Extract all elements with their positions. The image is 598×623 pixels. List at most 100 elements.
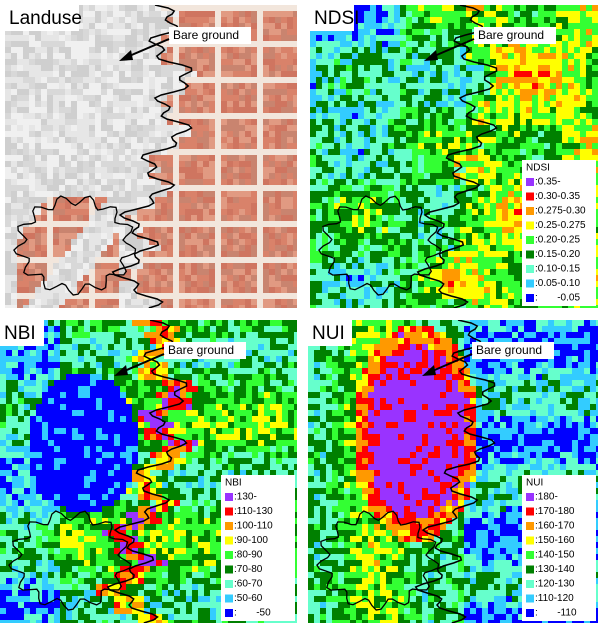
map-cell [221,269,227,275]
map-cell [287,293,293,299]
map-cell [5,203,11,209]
map-cell [41,89,47,95]
map-cell [35,245,41,251]
map-cell [179,47,185,53]
map-cell [550,65,556,71]
map-cell [562,149,568,155]
map-cell [197,299,203,305]
map-cell [490,287,496,293]
map-cell [328,185,334,191]
map-cell [155,269,161,275]
map-cell [221,119,227,125]
map-cell [131,65,137,71]
map-cell [269,77,275,83]
map-cell [340,89,346,95]
map-cell [167,227,173,233]
map-cell [334,191,340,197]
map-cell [352,245,358,251]
map-cell [346,113,352,119]
map-cell [59,41,65,47]
map-cell [562,29,568,35]
map-cell [35,215,41,221]
map-cell [388,185,394,191]
map-cell [442,143,448,149]
map-cell [191,17,197,23]
map-cell [89,155,95,161]
map-cell [592,89,598,95]
map-cell [245,227,251,233]
map-cell [263,119,269,125]
map-cell [107,305,113,308]
legend-label: :0.35- [535,177,561,188]
map-cell [173,239,179,245]
map-cell [257,269,263,275]
map-cell [586,35,592,41]
map-cell [269,137,275,143]
map-cell [424,131,430,137]
legend-label: :0.15-0.20 [535,249,580,260]
map-cell [340,287,346,293]
map-cell [215,299,221,305]
map-cell [340,281,346,287]
map-cell [508,245,514,251]
map-cell [496,17,502,23]
map-cell [334,35,340,41]
map-cell [448,119,454,125]
map-cell [382,5,388,11]
map-cell [293,245,297,251]
map-cell [490,299,496,305]
map-cell [388,287,394,293]
map-cell [263,125,269,131]
map-cell [41,197,47,203]
map-cell [293,215,297,221]
map-cell [406,59,412,65]
map-cell [191,173,197,179]
map-cell [53,101,59,107]
map-cell [287,125,293,131]
map-cell [263,299,269,305]
map-cell [137,239,143,245]
map-cell [376,17,382,23]
map-cell [227,17,233,23]
map-cell [179,107,185,113]
map-cell [358,101,364,107]
map-cell [179,191,185,197]
map-cell [574,149,580,155]
map-cell [257,125,263,131]
map-cell [107,47,113,53]
map-cell [239,107,245,113]
map-cell [5,149,11,155]
map-cell [580,59,586,65]
map-cell [209,191,215,197]
map-cell [239,173,245,179]
map-cell [412,233,418,239]
map-cell [310,107,316,113]
map-cell [406,71,412,77]
map-cell [125,167,131,173]
map-cell [161,23,167,29]
map-cell [562,59,568,65]
map-cell [550,101,556,107]
map-cell [245,107,251,113]
map-cell [233,257,239,263]
map-cell [251,191,257,197]
map-cell [11,101,17,107]
map-cell [478,215,484,221]
map-cell [293,137,297,143]
map-cell [442,101,448,107]
map-cell [424,251,430,257]
map-cell [316,89,322,95]
map-cell [448,269,454,275]
map-cell [322,155,328,161]
map-cell [269,239,275,245]
map-cell [400,269,406,275]
map-cell [502,209,508,215]
map-cell [11,203,17,209]
map-cell [119,83,125,89]
map-cell [418,149,424,155]
map-cell [514,293,520,299]
map-cell [496,305,502,308]
map-cell [544,17,550,23]
map-cell [167,257,173,263]
map-cell [191,269,197,275]
